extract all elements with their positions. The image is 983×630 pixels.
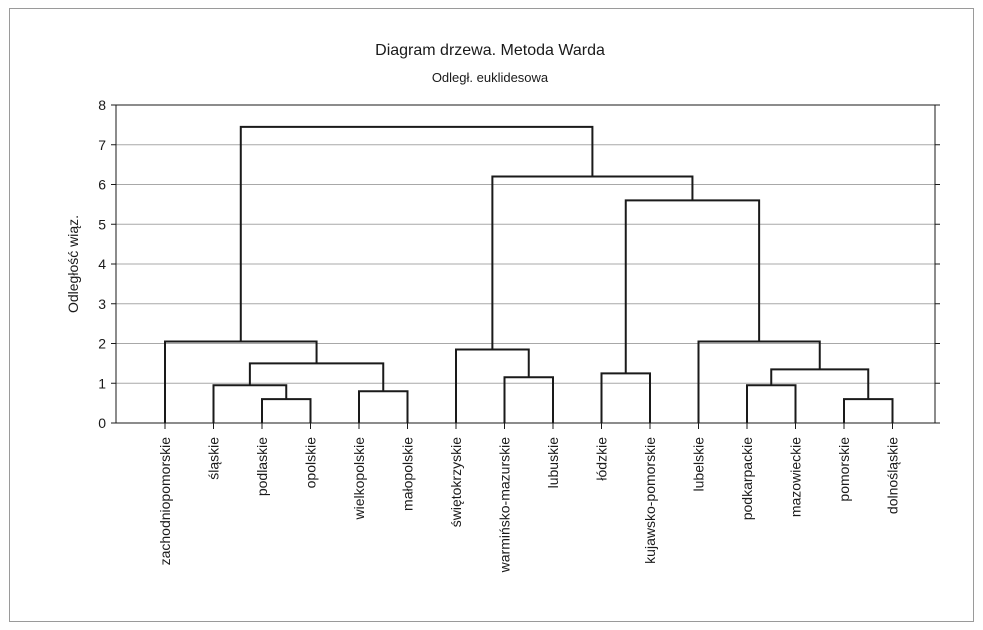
dendrogram-link xyxy=(491,175,694,350)
leaf-label: lubelskie xyxy=(691,437,707,492)
y-axis: 0 1 2 3 4 5 6 7 8 xyxy=(98,97,940,431)
dendrogram-link xyxy=(624,199,761,374)
x-axis xyxy=(164,423,893,429)
leaf-label: podkarpackie xyxy=(739,437,755,520)
dendrogram-chart: Diagram drzewa. Metoda Warda Odległ. euk… xyxy=(65,42,940,574)
dendrogram-link xyxy=(600,372,651,423)
dendrogram-link xyxy=(261,398,312,423)
dendrogram-link xyxy=(503,376,554,423)
leaf-label: wielkopolskie xyxy=(351,437,367,521)
chart-frame: Diagram drzewa. Metoda Warda Odległ. euk… xyxy=(9,8,974,622)
dendrogram-link xyxy=(843,398,894,423)
leaf-label: pomorskie xyxy=(836,437,852,502)
leaf-label: świętokrzyskie xyxy=(448,437,464,527)
dendrogram-link xyxy=(455,348,530,423)
y-tick-label: 6 xyxy=(98,177,106,193)
dendrogram-links xyxy=(164,125,894,423)
leaf-label: śląskie xyxy=(206,437,222,480)
dendrogram-link xyxy=(697,340,821,423)
leaf-labels: zachodniopomorskie śląskie podlaskie opolsk… xyxy=(157,437,901,574)
grid-lines xyxy=(116,144,935,384)
dendrogram-link xyxy=(164,340,318,423)
leaf-label: podlaskie xyxy=(254,437,270,496)
chart-title: Diagram drzewa. Metoda Warda xyxy=(375,42,605,59)
y-axis-label: Odległość wiąz. xyxy=(65,215,81,313)
leaf-label: łódzkie xyxy=(594,437,610,481)
chart-subtitle: Odległ. euklidesowa xyxy=(432,70,549,85)
y-tick-label: 5 xyxy=(98,216,106,232)
leaf-label: mazowieckie xyxy=(788,437,804,517)
leaf-label: kujawsko-pomorskie xyxy=(642,437,658,564)
leaf-label: lubuskie xyxy=(545,437,561,489)
leaf-label: małopolskie xyxy=(400,437,416,511)
y-tick-label: 1 xyxy=(98,375,106,391)
y-tick-label: 7 xyxy=(98,137,106,153)
y-tick-label: 8 xyxy=(98,97,106,113)
leaf-label: zachodniopomorskie xyxy=(157,437,173,566)
dendrogram-link xyxy=(746,384,797,423)
leaf-label: dolnośląskie xyxy=(885,437,901,514)
dendrogram-link xyxy=(248,362,385,392)
leaf-label: opolskie xyxy=(303,437,319,489)
y-tick-label: 4 xyxy=(98,256,106,272)
y-tick-label: 3 xyxy=(98,296,106,312)
dendrogram-link xyxy=(212,384,288,423)
leaf-label: warmińsko-mazurskie xyxy=(497,437,513,574)
dendrogram-link xyxy=(358,390,409,423)
y-tick-label: 2 xyxy=(98,336,106,352)
y-tick-label: 0 xyxy=(98,415,106,431)
dendrogram-link xyxy=(239,125,594,342)
